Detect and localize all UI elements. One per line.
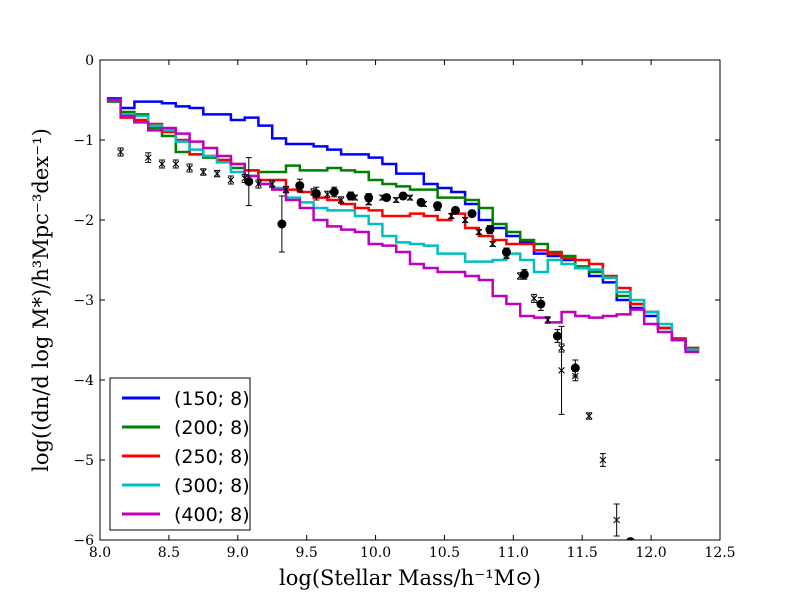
y-tick-label: −3 xyxy=(73,293,94,309)
cross-point xyxy=(613,503,621,537)
legend-label-3: (250; 8) xyxy=(174,446,250,468)
dot-point xyxy=(416,197,426,207)
cross-point xyxy=(282,185,290,194)
dot-point xyxy=(626,537,635,540)
legend-box xyxy=(109,377,251,531)
dot-point xyxy=(552,329,562,343)
x-tick-label: 11.0 xyxy=(498,545,529,561)
x-tick-label: 10.0 xyxy=(360,545,391,561)
cross-point xyxy=(530,293,538,303)
dot-point xyxy=(295,178,305,193)
x-tick-label: 12.5 xyxy=(704,545,735,561)
y-tick-label: −1 xyxy=(73,133,94,149)
dot-point xyxy=(364,193,374,203)
x-axis-label: log(Stellar Mass/h⁻¹M⊙) xyxy=(279,566,541,590)
dot-point xyxy=(382,193,392,203)
legend-label-2: (200; 8) xyxy=(174,417,250,439)
cross-point xyxy=(489,240,497,248)
cross-point xyxy=(158,159,166,169)
dot-point xyxy=(467,209,477,219)
cross-point xyxy=(585,412,593,420)
x-tick-label: 8.0 xyxy=(89,545,111,561)
dot-point xyxy=(519,269,529,280)
cross-point xyxy=(406,194,414,201)
series-line-5 xyxy=(106,98,700,354)
y-tick-label: −5 xyxy=(73,453,94,469)
y-tick-label: −2 xyxy=(73,213,94,229)
x-tick-label: 11.5 xyxy=(567,545,598,561)
series-line-4 xyxy=(106,98,700,351)
dot-point xyxy=(244,157,254,207)
cross-point xyxy=(599,453,607,467)
dot-point xyxy=(311,186,321,201)
tick-layer: 8.0 8.5 9.0 9.5 10.0 10.5 11.0 11.5 12.0 12.5 0 −1 −… xyxy=(73,53,735,561)
x-tick-label: 8.5 xyxy=(158,545,180,561)
series-line-1 xyxy=(106,97,700,351)
y-axis-label: log((dn/d log M*)/h³Mpc⁻³dex⁻¹) xyxy=(29,128,53,472)
cross-point xyxy=(558,325,565,415)
x-tick-label: 12.0 xyxy=(636,545,667,561)
y-tick-label: −4 xyxy=(73,373,94,389)
observations-layer xyxy=(117,147,635,540)
cross-point xyxy=(227,175,235,185)
cross-point xyxy=(199,168,207,176)
dot-point xyxy=(398,191,408,201)
x-tick-label: 10.5 xyxy=(429,545,460,561)
legend: (150; 8) (200; 8) (250; 8) (300; 8) (400; 8) xyxy=(109,377,251,531)
dot-point xyxy=(536,297,546,311)
cross-point xyxy=(544,316,552,324)
dot-point xyxy=(329,186,339,198)
cross-point xyxy=(475,228,483,236)
cross-point xyxy=(337,196,345,204)
x-tick-label: 9.0 xyxy=(227,545,249,561)
series-layer xyxy=(106,97,700,354)
dot-point xyxy=(277,195,287,253)
cross-point xyxy=(461,216,469,224)
dot-point xyxy=(450,205,460,215)
y-tick-label: −6 xyxy=(73,533,94,549)
y-tick-label: 0 xyxy=(85,53,94,69)
cross-point xyxy=(268,180,276,188)
legend-label-4: (300; 8) xyxy=(174,475,250,497)
cross-point xyxy=(255,179,262,189)
dot-point xyxy=(570,359,580,377)
legend-label-5: (400; 8) xyxy=(174,504,250,526)
cross-point xyxy=(144,152,152,163)
cross-point xyxy=(172,159,180,169)
dot-point xyxy=(485,225,495,235)
cross-point xyxy=(392,196,400,204)
dot-point xyxy=(501,247,511,257)
x-tick-label: 9.5 xyxy=(296,545,318,561)
cross-point xyxy=(117,147,125,157)
cross-point xyxy=(186,163,193,173)
cross-point xyxy=(323,190,331,199)
dot-point xyxy=(433,201,443,211)
cross-point xyxy=(213,169,221,178)
dot-point xyxy=(346,191,356,201)
legend-label-1: (150; 8) xyxy=(174,388,250,410)
